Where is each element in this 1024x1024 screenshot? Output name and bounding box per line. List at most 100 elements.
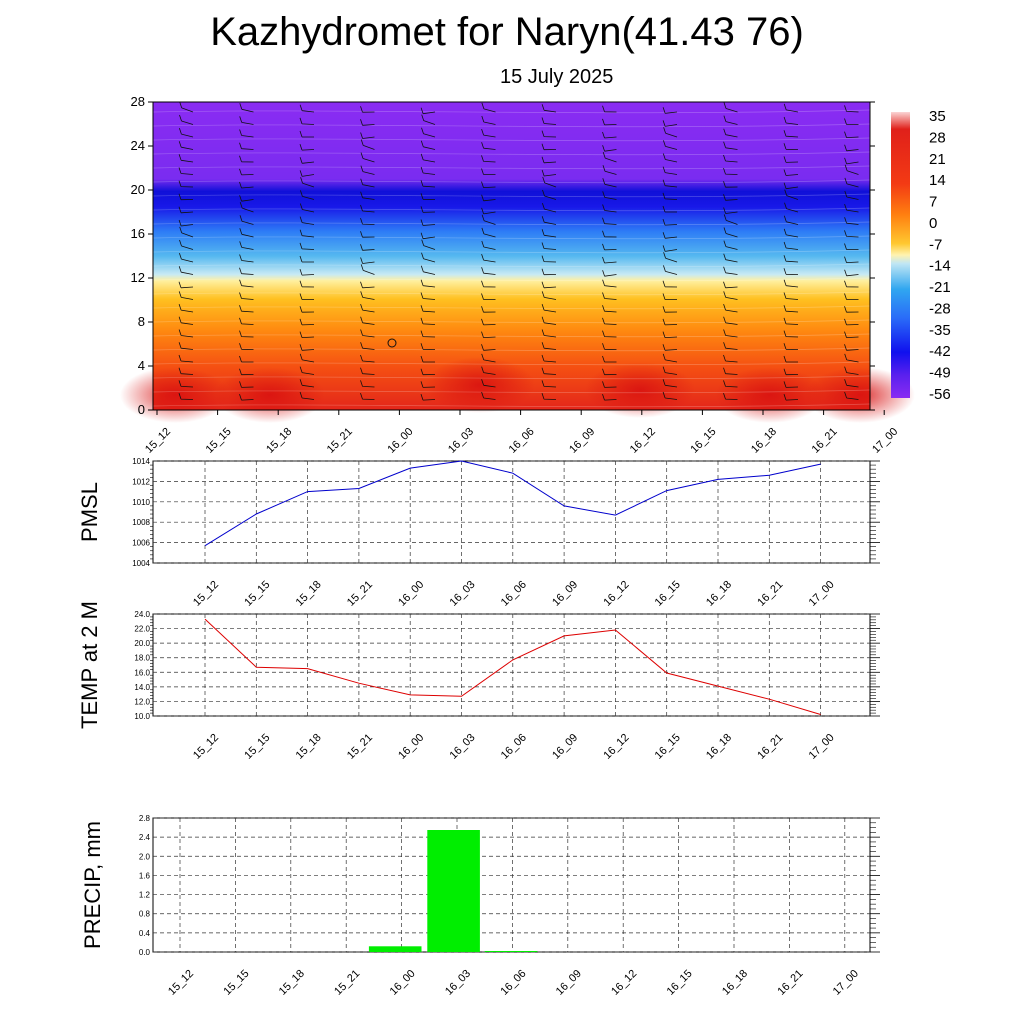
- wind-barb: [663, 265, 678, 275]
- wind-barb: [541, 303, 557, 313]
- page-subtitle: 15 July 2025: [500, 66, 614, 88]
- temp-xtick-label: 16_03: [448, 732, 478, 762]
- wind-barb: [723, 194, 738, 201]
- precip-ytick-label: 1.6: [139, 871, 151, 880]
- wind-barb: [299, 203, 315, 213]
- contour-line: [152, 263, 871, 268]
- wind-barb: [783, 292, 799, 300]
- wind-barb: [481, 102, 496, 113]
- precip-xtick-label: 15_21: [332, 968, 362, 998]
- calm-wind-marker: [387, 338, 397, 348]
- wind-barb: [420, 381, 436, 388]
- wind-barb: [723, 227, 738, 238]
- wind-barb: [662, 179, 678, 188]
- wind-barb: [602, 305, 617, 313]
- pmsl-xtick-label: 15_18: [294, 579, 324, 609]
- pmsl-xtick-label: 16_09: [550, 579, 580, 609]
- wind-barb: [541, 268, 557, 276]
- precip-xtick-label: 15_12: [166, 968, 196, 998]
- heatmap-ytick-label: 20: [131, 182, 145, 197]
- wind-barb: [178, 303, 194, 313]
- heatmap-ytick-label: 4: [138, 358, 145, 373]
- wind-barb: [239, 254, 254, 263]
- wind-barb: [662, 205, 677, 213]
- precip-ytick-label: 1.2: [139, 891, 151, 900]
- wind-barb: [783, 330, 799, 338]
- wind-barb: [542, 189, 557, 200]
- wind-barb: [360, 257, 375, 264]
- wind-barb: [602, 178, 617, 188]
- precip-ytick-label: 2.0: [139, 852, 151, 861]
- wind-barb: [844, 269, 859, 277]
- temp-ylabel: TEMP at 2 M: [77, 601, 102, 729]
- wind-barb: [481, 267, 496, 275]
- wind-barb: [541, 216, 557, 225]
- wind-barb: [420, 305, 436, 313]
- colorbar-label: -7: [929, 236, 942, 253]
- colorbar-label: -21: [929, 279, 951, 296]
- wind-barb: [360, 178, 375, 188]
- wind-barb: [481, 391, 496, 400]
- wind-barb: [783, 317, 799, 325]
- wind-barb: [602, 279, 617, 288]
- wind-barb: [360, 217, 375, 225]
- wind-barb: [420, 140, 436, 150]
- wind-barb: [239, 330, 254, 338]
- wind-barb: [844, 256, 859, 263]
- wind-barb: [420, 368, 436, 376]
- wind-barb: [239, 129, 254, 138]
- wind-barb: [178, 154, 194, 163]
- wind-barb: [239, 317, 254, 325]
- wind-barb: [783, 343, 799, 350]
- wind-barb: [360, 380, 375, 388]
- pmsl-frame: [152, 460, 871, 564]
- wind-barb: [541, 291, 557, 300]
- wind-barb: [300, 177, 315, 188]
- wind-barb: [844, 157, 859, 165]
- wind-barb: [299, 104, 315, 113]
- wind-barb: [662, 107, 678, 114]
- wind-barb: [360, 132, 375, 139]
- wind-barb: [360, 316, 375, 325]
- wind-barb: [420, 393, 436, 401]
- wind-barb: [421, 127, 436, 138]
- wind-barb: [723, 115, 738, 125]
- wind-barb: [178, 206, 194, 214]
- wind-barb: [541, 392, 557, 400]
- wind-barb: [662, 344, 678, 351]
- wind-barb: [783, 305, 799, 313]
- wind-barb: [360, 244, 375, 251]
- wind-barb: [723, 303, 738, 313]
- heatmap-xtick-label: 15_18: [264, 426, 294, 456]
- contour-line: [152, 319, 871, 324]
- wind-barb: [602, 217, 617, 225]
- wind-barb: [602, 151, 617, 163]
- page-title: Kazhydromet for Naryn(41.43 76): [210, 10, 804, 54]
- wind-barb: [481, 227, 496, 238]
- wind-barb: [178, 291, 194, 300]
- contour-line: [152, 361, 871, 366]
- wind-barb: [420, 265, 436, 275]
- wind-barb: [723, 102, 738, 113]
- wind-barb: [844, 318, 859, 326]
- wind-barb: [723, 128, 738, 138]
- wind-barb: [844, 366, 859, 375]
- wind-barb: [360, 281, 375, 289]
- wind-barb: [299, 216, 315, 225]
- wind-barb: [420, 206, 436, 213]
- wind-barb: [179, 226, 194, 238]
- heatmap-xtick-label: 16_21: [810, 426, 840, 456]
- colorbar-label: 35: [929, 108, 946, 125]
- wind-barb: [299, 268, 315, 276]
- colorbar-label: 21: [929, 151, 946, 168]
- wind-barb: [299, 344, 315, 351]
- wind-barb: [602, 393, 617, 401]
- colorbar-label: 0: [929, 215, 937, 232]
- wind-barb: [360, 119, 375, 126]
- wind-barb: [239, 155, 254, 163]
- wind-barb: [783, 355, 798, 363]
- wind-barb: [420, 330, 436, 338]
- precip-bar: [368, 946, 422, 952]
- colorbar-label: 14: [929, 172, 946, 189]
- colorbar-label: -56: [929, 386, 951, 403]
